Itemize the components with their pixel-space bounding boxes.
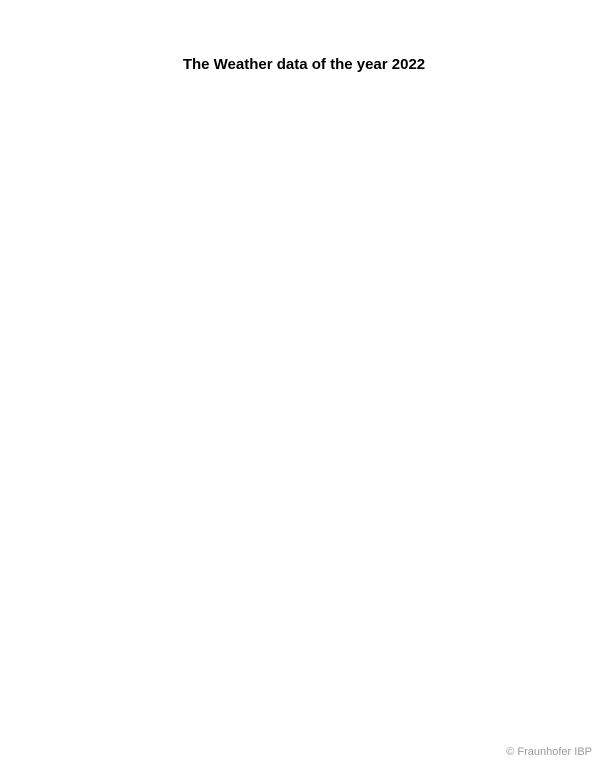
copyright: © Fraunhofer IBP <box>506 746 592 758</box>
weather-chart-page: The Weather data of the year 2022 © Frau… <box>0 0 608 768</box>
chart-title: The Weather data of the year 2022 <box>0 56 608 73</box>
chart-svg <box>0 0 608 768</box>
